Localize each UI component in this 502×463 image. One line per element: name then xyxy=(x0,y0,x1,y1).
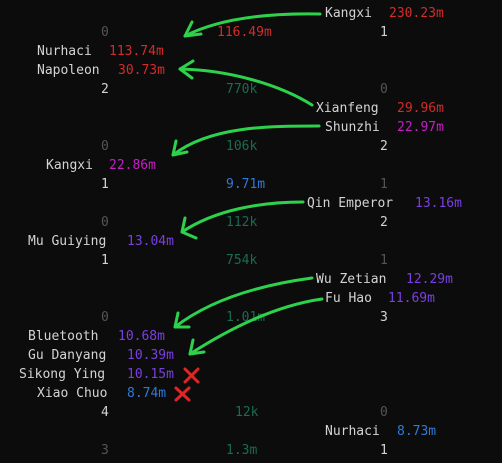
middle-value: 1.3m xyxy=(226,443,258,458)
left-entry-name: Bluetooth xyxy=(28,329,99,344)
left-count: 3 xyxy=(101,443,109,458)
right-entry-value: 13.16m xyxy=(415,196,462,211)
left-count: 0 xyxy=(101,25,109,40)
left-entry-value: 113.74m xyxy=(109,44,164,59)
left-count: 0 xyxy=(101,310,109,325)
left-entry-name: Sikong Ying xyxy=(19,367,106,382)
right-count: 0 xyxy=(380,405,388,420)
left-count: 0 xyxy=(101,139,109,154)
middle-value: 9.71m xyxy=(226,177,266,192)
right-count: 0 xyxy=(380,82,388,97)
right-count: 2 xyxy=(380,139,388,154)
right-entry-name: Kangxi xyxy=(325,6,372,21)
right-entry-value: 12.29m xyxy=(406,272,453,287)
middle-value: 770k xyxy=(226,82,258,97)
arrow-icon xyxy=(188,297,324,356)
cross-mark-icon xyxy=(174,386,191,402)
left-count: 4 xyxy=(101,405,109,420)
right-count-partial: · xyxy=(380,458,388,463)
left-entry-value: 8.74m xyxy=(127,386,167,401)
left-entry-value: 10.15m xyxy=(127,367,174,382)
right-count: 1 xyxy=(380,253,388,268)
middle-value: 112k xyxy=(226,215,258,230)
left-count: 1 xyxy=(101,177,109,192)
left-entry-name: Mu Guiying xyxy=(28,234,107,249)
right-count: 2 xyxy=(380,215,388,230)
right-entry-name: Fu Hao xyxy=(325,291,372,306)
right-count: 1 xyxy=(380,177,388,192)
right-entry-name: Nurhaci xyxy=(325,424,380,439)
left-entry-value: 22.86m xyxy=(109,158,156,173)
arrow-icon xyxy=(178,59,314,107)
middle-value: 1.01m xyxy=(226,310,266,325)
left-entry-name: Napoleon xyxy=(37,63,100,78)
middle-value: 116.49m xyxy=(217,25,272,40)
left-entry-value: 30.73m xyxy=(118,63,165,78)
left-entry-name: Nurhaci xyxy=(37,44,92,59)
left-entry-value: 10.68m xyxy=(118,329,165,344)
middle-value: 754k xyxy=(226,253,258,268)
right-entry-name: Xianfeng xyxy=(316,101,379,116)
middle-value: 106k xyxy=(226,139,258,154)
cross-mark-icon xyxy=(183,367,200,384)
left-count-partial: · xyxy=(101,458,109,463)
left-entry-name: Xiao Chuo xyxy=(37,386,108,401)
arrow-icon xyxy=(173,276,314,329)
left-count: 1 xyxy=(101,253,109,268)
middle-value: 12k xyxy=(235,405,259,420)
right-entry-value: 8.73m xyxy=(397,424,437,439)
left-entry-name: Gu Danyang xyxy=(28,348,107,363)
arrow-icon xyxy=(183,12,322,38)
right-count: 1 xyxy=(380,25,388,40)
right-entry-value: 29.96m xyxy=(397,101,444,116)
right-entry-name: Shunzhi xyxy=(325,120,380,135)
left-entry-value: 10.39m xyxy=(127,348,174,363)
right-entry-value: 230.23m xyxy=(389,6,444,21)
left-entry-name: Kangxi xyxy=(46,158,93,173)
left-count: 2 xyxy=(101,82,109,97)
right-count: 3 xyxy=(380,310,388,325)
right-entry-name: Qin Emperor xyxy=(307,196,394,211)
arrow-icon xyxy=(180,200,305,240)
right-entry-value: 22.97m xyxy=(397,120,444,135)
right-entry-value: 11.69m xyxy=(388,291,435,306)
left-entry-value: 13.04m xyxy=(127,234,174,249)
right-entry-name: Wu Zetian xyxy=(316,272,387,287)
right-count: 1 xyxy=(380,443,388,458)
left-count: 0 xyxy=(101,215,109,230)
arrow-icon xyxy=(171,124,321,157)
